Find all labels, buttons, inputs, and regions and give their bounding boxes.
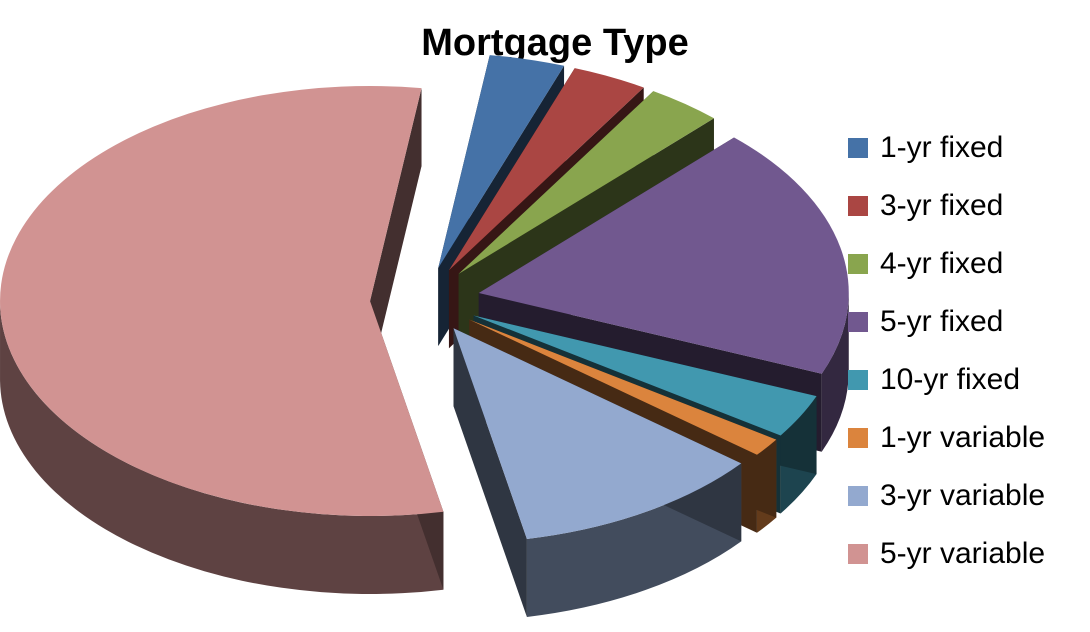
- legend-label: 3-yr variable: [880, 479, 1046, 512]
- pie-slice-6: [453, 328, 742, 617]
- legend-swatch: [848, 428, 868, 448]
- legend-item: 3-yr fixed: [848, 188, 1045, 224]
- legend-label: 5-yr variable: [880, 537, 1046, 570]
- legend-item: 10-yr fixed: [848, 362, 1045, 398]
- legend-item: 1-yr variable: [848, 420, 1045, 456]
- pie-slice-top: [473, 315, 817, 436]
- legend-swatch: [848, 138, 868, 158]
- legend-label: 1-yr fixed: [880, 131, 1004, 164]
- legend-swatch: [848, 544, 868, 564]
- legend-item: 1-yr fixed: [848, 130, 1045, 166]
- legend-swatch: [848, 312, 868, 332]
- legend-label: 5-yr fixed: [880, 305, 1004, 338]
- pie-slice-side: [0, 300, 444, 594]
- pie-slice-top: [438, 55, 565, 268]
- legend-label: 1-yr variable: [880, 421, 1046, 454]
- pie-slice-top: [469, 319, 777, 455]
- legend: 1-yr fixed 3-yr fixed 4-yr fixed 5-yr fixed…: [848, 130, 1045, 572]
- pie-slice-cut: [453, 328, 527, 617]
- legend-swatch: [848, 486, 868, 506]
- legend-item: 3-yr variable: [848, 478, 1045, 514]
- pie-slice-cut: [370, 88, 422, 379]
- pie-slice-7: [0, 85, 444, 594]
- legend-label: 10-yr fixed: [880, 363, 1021, 396]
- chart-title: Mortgage Type: [421, 22, 689, 64]
- pie-slice-top: [453, 328, 742, 539]
- legend-swatch: [848, 370, 868, 390]
- legend-swatch: [848, 254, 868, 274]
- pie-slice-top: [448, 68, 644, 271]
- legend-swatch: [848, 196, 868, 216]
- pie-slice-top: [478, 137, 849, 374]
- legend-item: 5-yr fixed: [848, 304, 1045, 340]
- pie-slice-side: [821, 293, 849, 452]
- pie-slice-top: [458, 91, 714, 274]
- legend-label: 3-yr fixed: [880, 189, 1004, 222]
- pie-slice-top: [0, 85, 444, 516]
- legend-item: 4-yr fixed: [848, 246, 1045, 282]
- legend-item: 5-yr variable: [848, 536, 1045, 572]
- legend-label: 4-yr fixed: [880, 247, 1004, 280]
